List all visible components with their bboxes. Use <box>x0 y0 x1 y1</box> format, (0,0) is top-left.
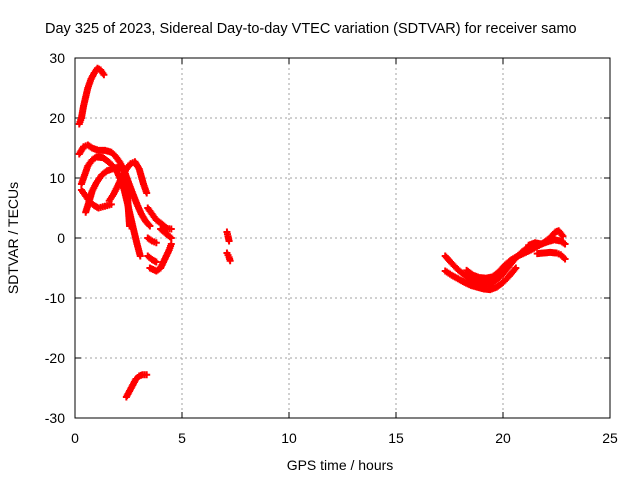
series-arc12 <box>146 240 175 275</box>
data-point <box>136 252 144 260</box>
data-point <box>100 71 108 79</box>
x-tick-label: 25 <box>602 430 618 446</box>
data-point <box>167 240 175 248</box>
y-tick-label: 0 <box>57 230 65 246</box>
series-arc1 <box>75 64 108 128</box>
series-arc10 <box>157 225 175 242</box>
x-tick-label: 5 <box>178 430 186 446</box>
data-point <box>145 221 153 229</box>
y-tick-label: -20 <box>45 350 65 366</box>
data-point <box>143 189 151 197</box>
data-point <box>143 371 151 379</box>
data-point <box>561 255 569 263</box>
series-arc11 <box>144 252 160 266</box>
series-arc15 <box>223 249 234 265</box>
x-tick-label: 20 <box>495 430 511 446</box>
data-point <box>511 265 519 273</box>
data-points <box>75 64 569 401</box>
series-arc13 <box>122 371 151 401</box>
data-point <box>167 225 175 233</box>
data-point <box>561 240 569 248</box>
series-arc14 <box>223 228 233 245</box>
y-axis-ticks: -30 -20 -10 0 10 20 30 <box>45 50 610 426</box>
y-tick-label: -30 <box>45 410 65 426</box>
series-arc20 <box>533 248 569 263</box>
data-point <box>152 239 160 247</box>
series-arc7 <box>122 177 134 230</box>
series-arc2 <box>75 141 154 230</box>
x-tick-label: 0 <box>71 430 79 446</box>
chart-title: Day 325 of 2023, Sidereal Day-to-day VTE… <box>45 21 577 37</box>
data-point <box>146 222 154 230</box>
x-tick-label: 15 <box>388 430 404 446</box>
series-arc19 <box>525 236 569 249</box>
data-point <box>107 200 115 208</box>
y-tick-label: 20 <box>49 110 65 126</box>
data-point <box>512 264 520 272</box>
series-arc9 <box>144 234 160 247</box>
x-tick-label: 10 <box>281 430 297 446</box>
data-point <box>152 258 160 266</box>
series-arc8 <box>144 204 175 233</box>
x-axis-ticks: 0 5 10 15 20 25 <box>71 58 618 446</box>
series-arc17 <box>441 264 520 294</box>
y-tick-label: -10 <box>45 290 65 306</box>
data-point <box>225 237 233 245</box>
data-point <box>167 234 175 242</box>
y-tick-label: 30 <box>49 50 65 66</box>
grid-lines <box>75 58 610 418</box>
y-axis-label: SDTVAR / TECUs <box>5 182 21 294</box>
series-arc6 <box>105 158 151 205</box>
x-axis-label: GPS time / hours <box>287 457 394 473</box>
data-point <box>226 257 234 265</box>
y-tick-label: 10 <box>49 170 65 186</box>
data-point <box>126 222 134 230</box>
